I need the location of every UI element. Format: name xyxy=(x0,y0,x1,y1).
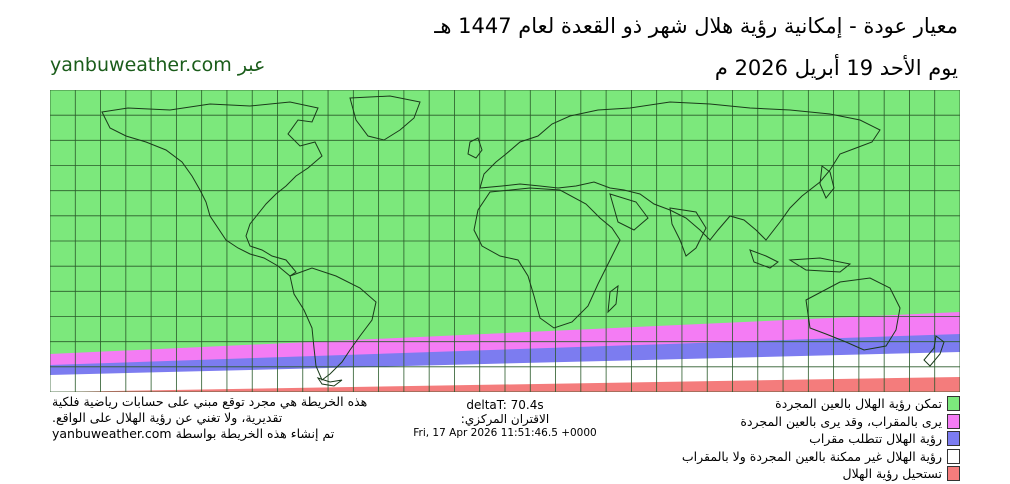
legend-item: يرى بالمقراب، وقد يرى بالعين المجردة xyxy=(620,413,960,431)
legend-swatch xyxy=(947,396,960,412)
legend-item: تستحيل رؤية الهلال xyxy=(620,465,960,483)
disclaimer-line: هذه الخريطة هي مجرد توقع مبني على حسابات… xyxy=(52,394,368,409)
legend-item: رؤية الهلال غير ممكنة بالعين المجردة ولا… xyxy=(620,448,960,466)
legend-item: رؤية الهلال تتطلب مقراب xyxy=(620,430,960,448)
legend-label: تمكن رؤية الهلال بالعين المجردة xyxy=(775,396,942,412)
legend: تمكن رؤية الهلال بالعين المجردة يرى بالم… xyxy=(620,395,960,483)
site-credit: yanbuweather.com عبر xyxy=(50,54,266,76)
conjunction-time: Fri, 17 Apr 2026 11:51:46.5 +0000 xyxy=(413,427,597,439)
delta-t: deltaT: 70.4s xyxy=(466,398,544,412)
map-title: معيار عودة - إمكانية رؤية هلال شهر ذو ال… xyxy=(434,14,958,38)
legend-swatch xyxy=(947,448,960,464)
legend-swatch xyxy=(947,431,960,447)
legend-item: تمكن رؤية الهلال بالعين المجردة xyxy=(620,395,960,413)
disclaimer-line: تم إنشاء هذه الخريطة بواسطة yanbuweather… xyxy=(52,426,335,441)
visibility-map xyxy=(50,90,960,392)
legend-swatch xyxy=(947,466,960,482)
legend-label: رؤية الهلال تتطلب مقراب xyxy=(809,431,942,447)
legend-label: رؤية الهلال غير ممكنة بالعين المجردة ولا… xyxy=(681,448,942,464)
disclaimer: هذه الخريطة هي مجرد توقع مبني على حسابات… xyxy=(52,394,412,442)
conjunction-info: deltaT: 70.4s الاقتران المركزي: Fri, 17 … xyxy=(400,398,610,440)
conjunction-label: الاقتران المركزي: xyxy=(460,412,550,426)
coastlines xyxy=(101,95,945,387)
legend-label: تستحيل رؤية الهلال xyxy=(842,466,943,482)
map-date: يوم الأحد 19 أبريل 2026 م xyxy=(714,56,958,80)
disclaimer-line: تقديرية، ولا تغني عن رؤية الهلال على الو… xyxy=(52,410,283,425)
legend-swatch xyxy=(947,413,960,429)
legend-label: يرى بالمقراب، وقد يرى بالعين المجردة xyxy=(740,413,942,429)
